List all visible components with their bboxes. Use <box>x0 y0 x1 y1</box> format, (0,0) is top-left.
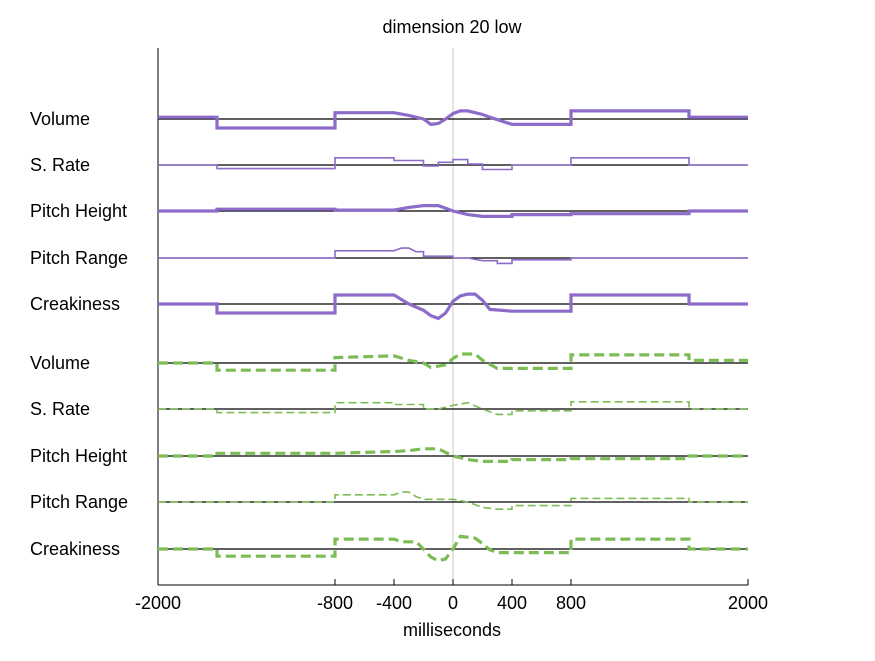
row-group: Pitch Range <box>30 491 748 512</box>
row-group: Volume <box>30 352 748 373</box>
series-line <box>158 204 748 218</box>
row-group: Pitch Height <box>30 446 748 466</box>
series-line <box>158 534 748 563</box>
row-group: Creakiness <box>30 292 748 321</box>
row-label: Pitch Range <box>30 492 128 512</box>
row-group: Volume <box>30 109 748 130</box>
row-label: Pitch Range <box>30 248 128 268</box>
x-tick-label: -2000 <box>135 593 181 613</box>
row-label: Creakiness <box>30 294 120 314</box>
x-tick-label: 2000 <box>728 593 768 613</box>
row-label: S. Rate <box>30 155 90 175</box>
series-line <box>158 247 748 265</box>
row-group: Pitch Range <box>30 247 748 268</box>
row-label: Pitch Height <box>30 201 127 221</box>
row-label: Volume <box>30 109 90 129</box>
series-line <box>158 401 748 416</box>
x-tick-label: 0 <box>448 593 458 613</box>
row-group: Creakiness <box>30 534 748 563</box>
x-ticks: -2000 -800 -400 0 400 800 2000 <box>135 579 768 613</box>
x-tick-label: -400 <box>376 593 412 613</box>
row-label: Creakiness <box>30 539 120 559</box>
series-line <box>158 447 748 463</box>
row-group: Pitch Height <box>30 201 748 221</box>
series-line <box>158 157 748 171</box>
row-group: S. Rate <box>30 155 748 175</box>
row-label: S. Rate <box>30 399 90 419</box>
row-label: Pitch Height <box>30 446 127 466</box>
chart-title: dimension 20 low <box>382 17 522 37</box>
series-line <box>158 109 748 130</box>
row-group: S. Rate <box>30 399 748 419</box>
x-axis-title: milliseconds <box>403 620 501 640</box>
x-tick-label: -800 <box>317 593 353 613</box>
series-line <box>158 491 748 510</box>
series-line <box>158 352 748 372</box>
series-line <box>158 292 748 321</box>
row-label: Volume <box>30 353 90 373</box>
x-tick-label: 400 <box>497 593 527 613</box>
rows-group: Volume S. Rate Pitch Height Pitch Range Crea… <box>30 109 748 563</box>
x-tick-label: 800 <box>556 593 586 613</box>
